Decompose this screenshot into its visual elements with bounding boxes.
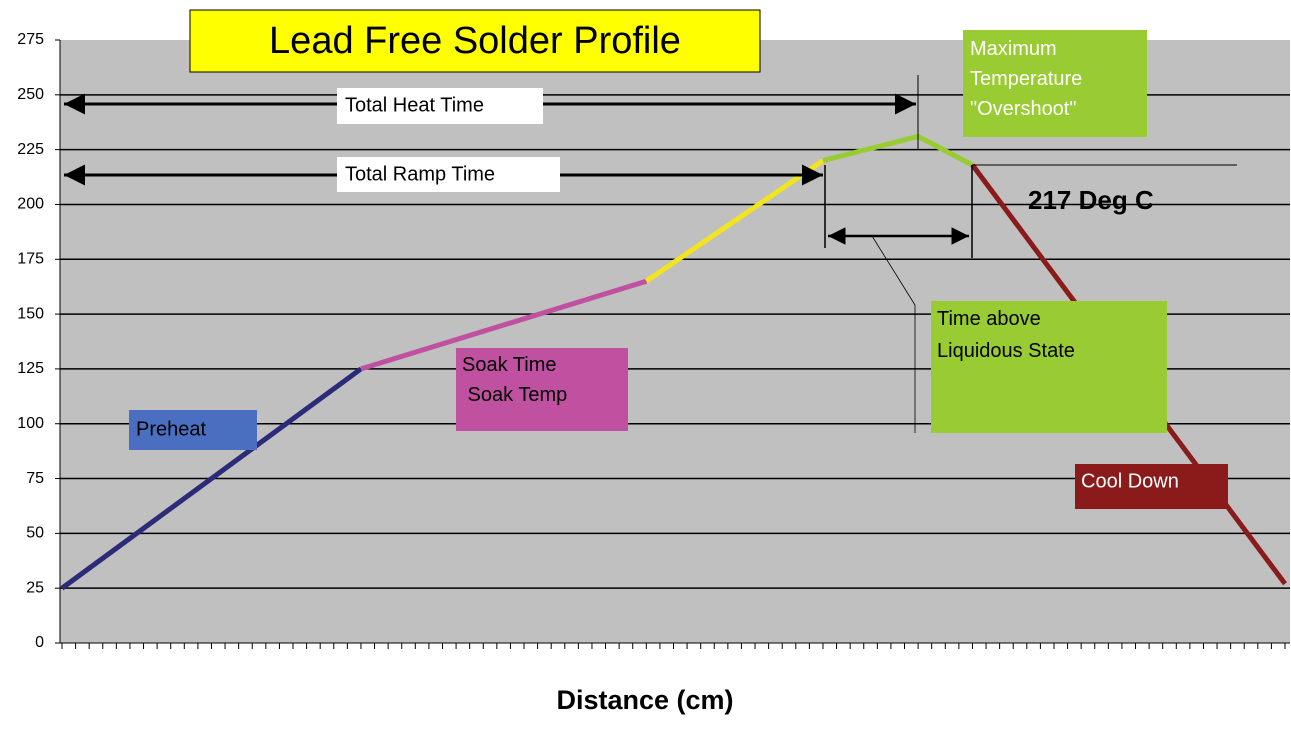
y-tick-label: 250 <box>17 86 44 103</box>
annotation: Maximum Temperature "Overshoot" <box>970 38 1088 120</box>
label-box <box>963 30 1147 137</box>
y-tick-label: 100 <box>17 415 44 432</box>
y-tick-label: 275 <box>17 31 44 48</box>
y-tick-label: 150 <box>17 305 44 322</box>
label-box <box>1075 464 1228 509</box>
annotation: Total Heat Time <box>345 94 484 116</box>
y-tick-label: 125 <box>17 360 44 377</box>
annotation: Preheat <box>136 418 206 440</box>
y-tick-label: 225 <box>17 141 44 158</box>
label-box <box>337 88 543 124</box>
annotation: Time above Liquidous State <box>937 308 1075 362</box>
annotation: 217 Deg C <box>1028 185 1154 215</box>
line-segment <box>360 278 648 372</box>
label-box <box>931 301 1167 433</box>
y-tick-label: 25 <box>26 579 44 596</box>
chart-title: Lead Free Solder Profile <box>269 20 681 62</box>
label-box <box>129 410 257 450</box>
y-tick-label: 50 <box>26 525 44 542</box>
title-box <box>189 9 761 73</box>
line-segment <box>60 366 363 591</box>
annotation: Cool Down <box>1081 470 1179 492</box>
y-tick-label: 75 <box>26 470 44 487</box>
annotation: Total Ramp Time <box>345 163 495 185</box>
annotation: Soak Time Soak Temp <box>0 0 584 406</box>
y-tick-label: 175 <box>17 250 44 267</box>
y-tick-label: 0 <box>35 634 44 651</box>
x-axis-title: Distance (cm) <box>556 685 733 715</box>
y-tick-label: 200 <box>17 196 44 213</box>
label-box <box>456 348 628 431</box>
leader-line <box>871 235 916 433</box>
label-box <box>337 157 560 192</box>
